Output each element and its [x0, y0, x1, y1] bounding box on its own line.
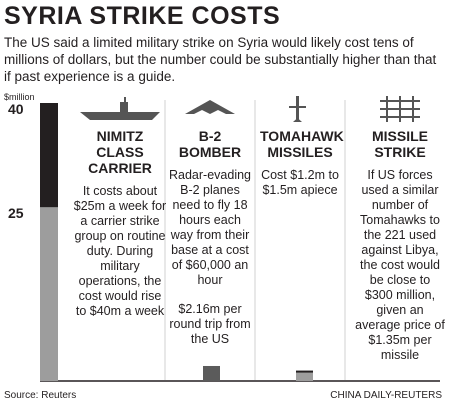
subtitle: The US said a limited military strike on…	[4, 35, 437, 84]
paragraph: $2.16m per round trip from the US	[169, 302, 251, 346]
column-heading: B-2 BOMBER	[178, 128, 242, 160]
bar-top	[296, 370, 313, 373]
bomber-icon	[185, 100, 235, 114]
carrier-icon	[80, 97, 160, 120]
missile-icon	[289, 96, 306, 122]
bar-top	[40, 103, 58, 208]
paragraph: Cost $1.2m to $1.5m apiece	[261, 168, 339, 197]
paragraph: If US forces used a similar number of To…	[355, 168, 445, 362]
column-separators	[164, 100, 346, 380]
y-axis-label: $million	[4, 92, 35, 102]
bar-base	[40, 207, 58, 381]
column-description: If US forces used a similar number of To…	[355, 168, 445, 363]
bar-base	[296, 372, 313, 381]
column-description: Radar-evading B-2 planes need to fly 18 …	[168, 168, 253, 347]
credit: CHINA DAILY-REUTERS	[330, 390, 442, 401]
column-heading: TOMAHAWK MISSILES	[260, 128, 344, 160]
column-heading: NIMITZ CLASS CARRIER	[88, 128, 152, 176]
y-tick-label: 40	[8, 101, 24, 117]
column: MISSILE STRIKE If US forces used a simila…	[355, 128, 445, 377]
column-description: It costs about $25m a week for a carrier…	[73, 184, 168, 319]
column-description: Cost $1.2m to $1.5m apiece	[260, 168, 340, 198]
title: SYRIA STRIKE COSTS	[4, 2, 281, 30]
source: Source: Reuters	[4, 390, 77, 401]
bar	[203, 365, 220, 381]
column-heading: MISSILE STRIKE	[371, 128, 428, 160]
paragraph: It costs about $25m a week for a carrier…	[73, 184, 167, 318]
column: NIMITZ CLASS CARRIER It costs about $25m …	[73, 128, 168, 333]
paragraph: Radar-evading B-2 planes need to fly 18 …	[169, 168, 251, 287]
y-tick-label: 25	[8, 205, 24, 222]
column: TOMAHAWK MISSILES Cost $1.2m to $1.5m api…	[260, 128, 344, 212]
column: B-2 BOMBER Radar-evading B-2 planes need …	[168, 128, 253, 361]
missile-strike-icon	[380, 96, 420, 122]
